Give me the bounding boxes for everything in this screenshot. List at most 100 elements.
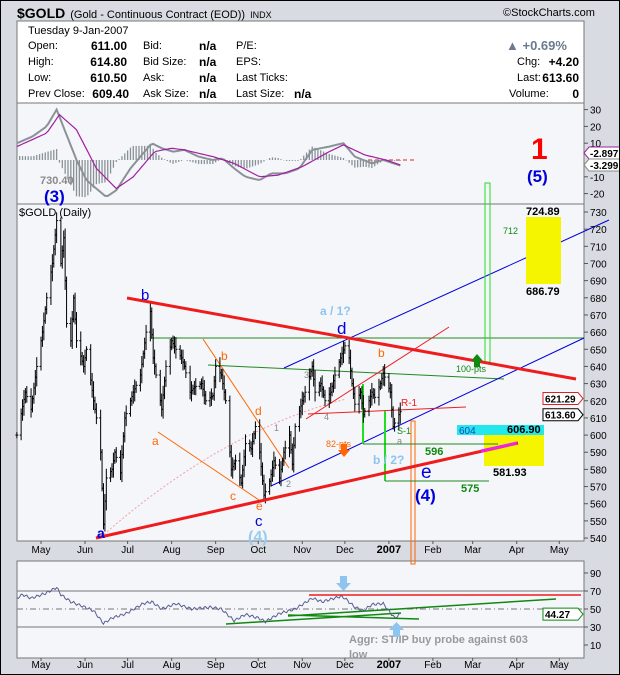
rsi-tick-label: 10 [590, 641, 602, 652]
x-tick-label: Jul [121, 545, 134, 556]
chg-value: +4.20 [548, 55, 579, 69]
label-a-gray: a [397, 436, 402, 446]
chart-title-row: $GOLD (Gold - Continuous Contract (EOD))… [17, 5, 272, 21]
pct-change: ▲ +0.69% [506, 38, 567, 53]
label-a1: a / 1? [320, 304, 351, 318]
pink-dotted-curve [100, 398, 347, 538]
x-tick-label: Oct [250, 660, 266, 671]
upper-triangle-line [126, 296, 577, 381]
orange-projection-bar [410, 420, 416, 565]
macd-tick-label: 20 [590, 122, 602, 133]
source-credit: ©StockCharts.com [503, 7, 595, 19]
ask-label: Ask: [143, 72, 165, 84]
price-tick-label: 570 [590, 483, 607, 494]
label-wave4-light: (4) [248, 529, 268, 546]
x-tick-label: Apr [509, 545, 525, 556]
label-peak: 730.40 [40, 175, 74, 187]
price-tick-label: 690 [590, 277, 607, 288]
macd-line-macd [16, 107, 401, 198]
rsi-down-arrow-icon [336, 576, 351, 591]
price-tick-label: 580 [590, 465, 607, 476]
x-tick-label: Dec [336, 660, 354, 671]
label-wave3: (3) [44, 187, 65, 206]
x-tick-label: 2007 [377, 659, 401, 671]
x-tick-label: Nov [293, 545, 311, 556]
macd-signal-tag-box [583, 146, 619, 160]
x-tick-label: Dec [336, 545, 354, 556]
pct-change-value: +0.69% [522, 38, 567, 53]
open-label: Open: [28, 40, 58, 52]
label-d: d [337, 319, 346, 338]
label-a: a [97, 525, 105, 541]
label-orange-e: e [256, 499, 263, 513]
quote-date: Tuesday 9-Jan-2007 [28, 25, 129, 37]
macd-tick-label: 10 [590, 139, 602, 150]
ask-size-label: Ask Size: [143, 88, 189, 100]
macd-line-signal [16, 113, 401, 190]
macd-tick-label: -20 [590, 190, 605, 201]
x-tick-label: May [550, 660, 569, 671]
price-tick-label: 680 [590, 294, 607, 305]
last-ticks-label: Last Ticks: [236, 72, 288, 84]
label-c: c [255, 513, 263, 530]
symbol-name: (Gold - Continuous Contract (EOD)) [70, 9, 246, 21]
price-tick-label: 660 [590, 328, 607, 339]
last-label: Last: [517, 72, 541, 84]
target-box-upper [526, 217, 561, 284]
price-tick-label: 630 [590, 380, 607, 391]
last-size-value: n/a [294, 87, 312, 101]
x-tick-label: Oct [250, 545, 266, 556]
price-tick-label: 670 [590, 311, 607, 322]
low-value: 610.50 [90, 71, 127, 85]
label-wave-1: 1 [274, 423, 279, 433]
x-tick-label: Feb [424, 545, 442, 556]
eps-label: EPS: [236, 56, 262, 68]
label-604: 604 [459, 426, 476, 437]
x-tick-label: 2007 [377, 544, 401, 556]
x-tick-label: Sep [207, 545, 225, 556]
macd-panel [16, 102, 585, 205]
chg-label: Chg: [517, 56, 541, 68]
bid-size-label: Bid Size: [143, 56, 187, 68]
macd-value-tag: -3.299 [590, 161, 619, 172]
pe-label: P/E: [236, 40, 257, 52]
bid-size-value: n/a [199, 55, 217, 69]
label-wave4: (4) [415, 486, 436, 505]
x-tick-label: Mar [464, 660, 482, 671]
label-58193: 581.93 [493, 467, 527, 479]
volume-label: Volume: [509, 88, 549, 100]
macd-tick-label: -10 [590, 173, 605, 184]
overlay-value-tag: 621.29 [545, 395, 576, 406]
x-tick-label: Jun [77, 545, 93, 556]
ask-value: n/a [199, 71, 217, 85]
label-712: 712 [503, 226, 518, 236]
x-tick-label: Mar [464, 545, 482, 556]
prev-close-label: Prev Close: [28, 88, 85, 100]
label-wave-2: 2 [286, 479, 291, 489]
label-wave-3: 3 [304, 370, 309, 380]
label-wave5: (5) [527, 167, 548, 186]
x-tick-label: Aug [163, 545, 181, 556]
cyan-box [457, 425, 544, 435]
label-68679: 686.79 [526, 286, 560, 298]
x-tick-label: May [550, 545, 569, 556]
macd-value-tag-box [583, 158, 619, 172]
r1-line [307, 406, 467, 415]
last-price-tag: 613.60 [545, 411, 576, 422]
overlay-value-tag-box [542, 392, 584, 406]
thin-red-line [305, 326, 450, 420]
green-line-640 [207, 364, 505, 380]
price-panel-title: $GOLD (Daily) [19, 207, 91, 219]
target-box-lower [484, 435, 544, 466]
price-tick-label: 620 [590, 397, 607, 408]
bid-value: n/a [199, 39, 217, 53]
x-tick-label: Feb [424, 660, 442, 671]
rsi-value-tag: 44.27 [545, 610, 570, 621]
rsi-note-line1: Aggr: ST/IP buy probe against 603 [349, 634, 528, 646]
x-tick-label: Apr [509, 660, 525, 671]
arrow-down-icon [338, 444, 350, 457]
rsi-green-trend-3 [287, 614, 420, 620]
arrow-up-icon [471, 354, 483, 367]
label-s1: S-1 [397, 426, 411, 436]
